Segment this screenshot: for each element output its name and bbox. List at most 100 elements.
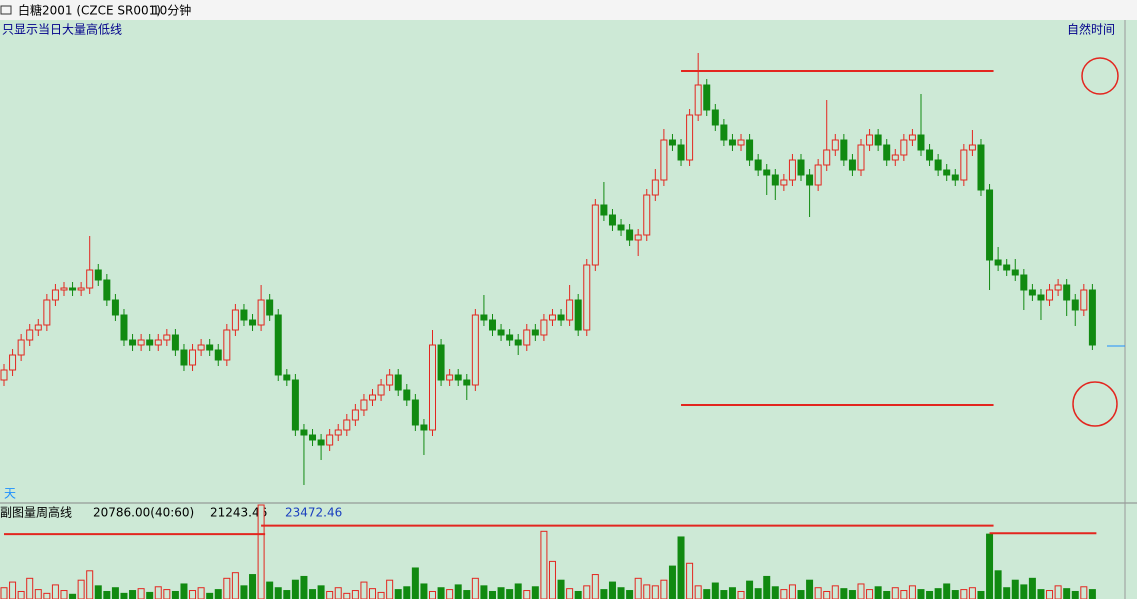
candle-body xyxy=(617,224,625,231)
volume-bar xyxy=(660,579,668,599)
volume-bar xyxy=(480,585,488,599)
candle-body xyxy=(403,389,411,401)
candle-body xyxy=(934,159,942,171)
candle-body xyxy=(883,144,891,161)
tab[interactable]: 天 xyxy=(4,487,16,501)
candle-body xyxy=(283,374,291,381)
candle-body xyxy=(43,299,51,326)
volume-bar xyxy=(309,589,317,599)
candle-body xyxy=(823,149,831,166)
candle-body xyxy=(634,234,642,241)
candle-body xyxy=(1071,299,1079,311)
candle-body xyxy=(874,134,882,146)
volume-bar xyxy=(917,589,925,599)
volume-bar xyxy=(874,586,882,599)
volume-bar xyxy=(223,577,231,599)
volume-bar xyxy=(1071,590,1079,599)
volume-bar xyxy=(394,589,402,599)
candle-body xyxy=(1028,289,1036,296)
volume-bar xyxy=(274,587,282,599)
volume-bar xyxy=(1088,589,1096,599)
candle-body xyxy=(34,324,42,331)
candle-body xyxy=(326,434,334,446)
candle-body xyxy=(214,349,222,361)
volume-bar xyxy=(497,587,505,599)
candle-body xyxy=(197,344,205,351)
volume-bar xyxy=(634,577,642,599)
candle-body xyxy=(266,299,274,316)
volume-bar xyxy=(934,588,942,599)
volume-bar xyxy=(171,590,179,599)
time-mode[interactable]: 自然时间 xyxy=(1067,22,1115,37)
option[interactable]: 只显示当日大量高低线 xyxy=(2,22,122,37)
volume-bar xyxy=(488,590,496,599)
candle-body xyxy=(454,374,462,381)
volume-bar xyxy=(506,589,514,599)
candle-body xyxy=(737,139,745,146)
candle-body xyxy=(720,124,728,141)
volume-bar xyxy=(17,590,25,599)
candle-body xyxy=(291,379,299,431)
candle-body xyxy=(69,287,77,291)
sub-title[interactable]: 副图量周高线 xyxy=(0,505,72,520)
candle-body xyxy=(103,279,111,301)
candle-body xyxy=(668,139,676,146)
candle-body xyxy=(163,334,171,341)
candle-body xyxy=(420,424,428,431)
candle-body xyxy=(411,399,419,426)
volume-bar xyxy=(848,590,856,599)
candle-body xyxy=(9,354,17,371)
volume-bar xyxy=(591,574,599,599)
candle-body xyxy=(1063,284,1071,301)
candle-body xyxy=(548,314,556,321)
candle-body xyxy=(394,374,402,391)
candle-body xyxy=(463,379,471,386)
candle-body xyxy=(86,269,94,289)
candle-body xyxy=(480,314,488,321)
candle-body xyxy=(780,179,788,186)
volume-bar xyxy=(703,589,711,599)
volume-bar xyxy=(548,560,556,599)
volume-bar xyxy=(960,589,968,599)
instrument-title[interactable]: 白糖2001 (CZCE SR001) xyxy=(18,3,161,18)
volume-bar xyxy=(446,589,454,599)
volume-bar xyxy=(214,589,222,599)
indicator: 23472.46 xyxy=(285,506,342,520)
candle-body xyxy=(111,299,119,316)
circle-marker xyxy=(1081,57,1119,95)
volume-bar xyxy=(317,585,325,599)
candle-body xyxy=(746,139,754,161)
candle-body xyxy=(26,329,34,341)
candle-body xyxy=(309,434,317,441)
volume-bar xyxy=(180,583,188,599)
candle-body xyxy=(429,344,436,431)
volume-bar xyxy=(523,590,531,599)
candle-body xyxy=(446,374,454,381)
candle-body xyxy=(334,429,342,436)
candle-body xyxy=(249,319,257,326)
candle-body xyxy=(300,429,308,436)
volume-bar xyxy=(866,589,874,599)
volume-bar xyxy=(369,588,377,599)
volume-bar xyxy=(651,585,659,599)
period[interactable]: 10分钟 xyxy=(152,3,191,18)
volume-bar xyxy=(994,570,1002,599)
volume-bar xyxy=(43,592,51,599)
candle-body xyxy=(120,314,128,341)
volume-bar xyxy=(608,581,616,599)
volume-bar xyxy=(531,586,539,599)
candle-body xyxy=(1088,289,1096,346)
menu-icon xyxy=(0,5,12,15)
candle-body xyxy=(951,174,959,181)
candle-body xyxy=(257,299,265,326)
candle-body xyxy=(728,139,736,146)
volume-bar xyxy=(266,581,274,599)
volume-bar xyxy=(746,580,754,599)
candle-body xyxy=(763,169,771,176)
candle-body xyxy=(566,299,574,321)
candle-body xyxy=(968,144,976,151)
candle-body xyxy=(917,134,925,151)
volume-bar xyxy=(154,586,162,599)
candle-body xyxy=(343,419,351,431)
